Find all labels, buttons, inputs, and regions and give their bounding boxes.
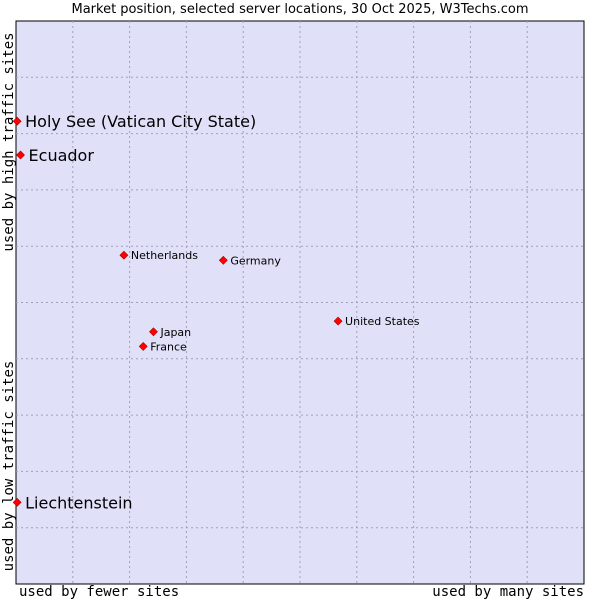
data-point-liechtenstein bbox=[12, 497, 22, 507]
data-label-france: France bbox=[150, 340, 187, 353]
data-point-japan bbox=[149, 327, 158, 337]
grid-lines bbox=[16, 21, 584, 584]
x-axis-label-many: used by many sites bbox=[432, 584, 584, 600]
data-label-netherlands: Netherlands bbox=[131, 249, 198, 262]
data-points: Holy See (Vatican City State) Ecuador Neth… bbox=[12, 112, 420, 512]
data-point-holy-see-vatican-city-state bbox=[12, 116, 22, 126]
data-label-japan: Japan bbox=[159, 326, 191, 339]
data-label-ecuador: Ecuador bbox=[29, 146, 95, 165]
data-label-united-states: United States bbox=[345, 315, 420, 328]
data-point-ecuador bbox=[16, 150, 25, 160]
data-point-netherlands bbox=[119, 250, 129, 260]
data-label-liechtenstein: Liechtenstein bbox=[25, 493, 132, 512]
chart-title: Market position, selected server locatio… bbox=[71, 2, 529, 17]
data-label-germany: Germany bbox=[230, 254, 281, 267]
x-axis-label-fewer: used by fewer sites bbox=[19, 584, 180, 600]
data-point-united-states bbox=[333, 316, 343, 326]
data-point-germany bbox=[218, 255, 228, 265]
data-label-holy-see-vatican-city-state: Holy See (Vatican City State) bbox=[25, 112, 256, 131]
data-point-france bbox=[138, 341, 148, 351]
